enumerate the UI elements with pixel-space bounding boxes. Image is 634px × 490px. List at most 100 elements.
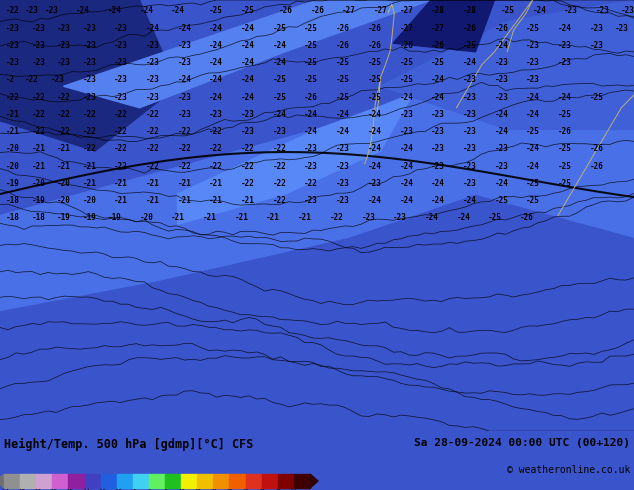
Text: -23: -23 [82,24,96,32]
Text: -22: -22 [178,162,191,171]
Text: -24: -24 [526,110,540,119]
Text: -23: -23 [6,41,20,50]
Text: -24: -24 [209,41,223,50]
Text: -21: -21 [32,162,46,171]
Text: -24: -24 [431,75,445,84]
Text: -23: -23 [463,110,477,119]
Text: -23: -23 [526,75,540,84]
Text: -24: -24 [431,196,445,205]
Text: -25: -25 [273,75,287,84]
Text: -18: -18 [32,213,46,222]
Text: 54: 54 [290,489,297,490]
Text: -18: -18 [6,196,20,205]
Bar [262,474,278,488]
Text: -24: -24 [304,110,318,119]
Text: -26: -26 [279,6,293,15]
Text: -25: -25 [273,24,287,32]
Text: -24: -24 [76,6,90,15]
Polygon shape [310,474,318,488]
Text: -22: -22 [241,144,255,153]
Text: -23: -23 [32,58,46,67]
Text: -26: -26 [311,6,325,15]
Text: -22: -22 [25,75,39,84]
Text: -24: -24 [495,127,508,136]
Text: -23: -23 [114,41,128,50]
Text: -24: -24 [368,110,382,119]
Text: -30: -30 [63,489,74,490]
Text: 42: 42 [259,489,265,490]
Polygon shape [393,0,495,52]
Text: -24: -24 [399,196,413,205]
Bar [101,474,117,488]
Text: -23: -23 [361,213,375,222]
Text: -23: -23 [178,110,191,119]
Text: -24: -24 [558,24,572,32]
Text: -23: -23 [463,144,477,153]
Text: -22: -22 [241,179,255,188]
Text: -48: -48 [15,489,25,490]
Text: -26: -26 [590,144,604,153]
Text: -26: -26 [368,24,382,32]
Text: -28: -28 [431,6,445,15]
Text: -36: -36 [48,489,57,490]
Text: -25: -25 [590,93,604,101]
Text: -25: -25 [526,179,540,188]
Text: -23: -23 [393,213,407,222]
Text: -24: -24 [399,179,413,188]
Text: -23: -23 [241,110,255,119]
Text: 30: 30 [226,489,233,490]
Text: 0: 0 [147,489,150,490]
Bar [245,474,262,488]
Text: -23: -23 [336,179,350,188]
Text: -22: -22 [82,110,96,119]
Text: -23: -23 [336,162,350,171]
Text: -23: -23 [399,110,413,119]
Text: -20: -20 [6,144,20,153]
Text: -22: -22 [114,110,128,119]
Text: -25: -25 [209,6,223,15]
Text: -25: -25 [399,58,413,67]
Bar [149,474,165,488]
Text: -22: -22 [82,144,96,153]
Text: -25: -25 [273,93,287,101]
Text: -22: -22 [304,179,318,188]
Text: -21: -21 [146,179,160,188]
Text: © weatheronline.co.uk: © weatheronline.co.uk [507,465,630,475]
Text: -23: -23 [209,110,223,119]
Text: -24: -24 [273,41,287,50]
Text: -24: -24 [431,93,445,101]
Polygon shape [0,65,634,311]
Text: -25: -25 [526,196,540,205]
Text: -21: -21 [241,196,255,205]
Text: -25: -25 [304,58,318,67]
Bar [133,474,149,488]
Text: 36: 36 [242,489,249,490]
Text: -22: -22 [330,213,344,222]
Text: -24: -24 [171,6,185,15]
Text: -22: -22 [209,144,223,153]
Text: -23: -23 [6,24,20,32]
Text: -23: -23 [114,75,128,84]
Text: -23: -23 [6,58,20,67]
Text: -24: -24 [526,144,540,153]
Text: -23: -23 [495,58,508,67]
Bar [165,474,181,488]
Text: -23: -23 [25,6,39,15]
Bar [294,474,310,488]
Text: -24: -24 [146,24,160,32]
Text: -21: -21 [57,162,71,171]
Text: -24: -24 [368,196,382,205]
Text: -22: -22 [114,127,128,136]
Text: -26: -26 [463,24,477,32]
Text: 18: 18 [194,489,200,490]
Text: -24: -24 [209,75,223,84]
Text: -22: -22 [273,144,287,153]
Text: -24: -24 [399,93,413,101]
Polygon shape [380,0,634,129]
Text: -6: -6 [129,489,136,490]
Text: -23: -23 [368,179,382,188]
Text: -23: -23 [463,75,477,84]
Text: -25: -25 [304,75,318,84]
Text: 24: 24 [210,489,217,490]
Text: -26: -26 [336,24,350,32]
